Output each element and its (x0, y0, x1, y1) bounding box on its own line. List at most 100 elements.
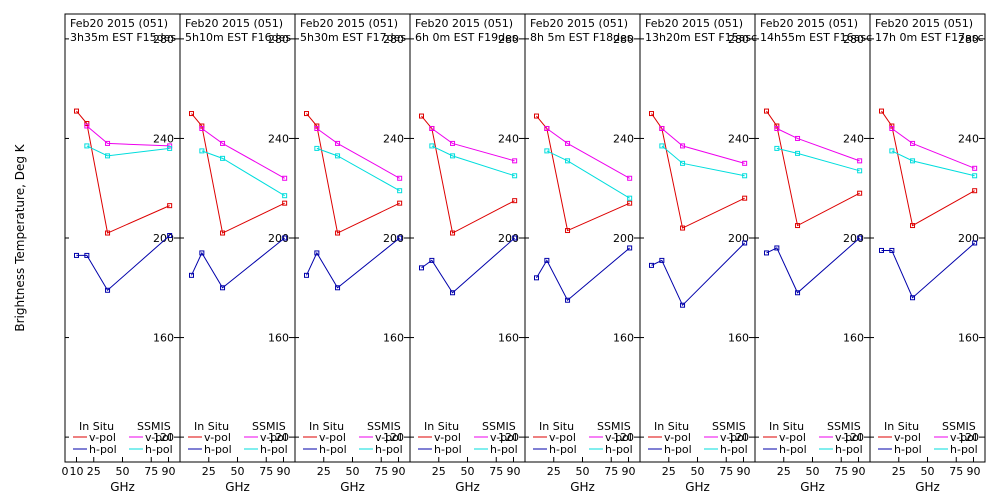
data-point-ssmis-h-pol (795, 150, 801, 156)
legend-label-insitu-h-pol: h-pol (549, 443, 577, 456)
legend-ssmis-title: SSMIS (942, 420, 976, 433)
series-line-ssmis-v-pol (201, 128, 285, 179)
series-line-insitu-h-pol (76, 235, 170, 292)
data-point-ssmis-v-pol (199, 125, 205, 131)
y-tick-label: 160 (498, 332, 519, 345)
y-tick-label: 160 (613, 332, 634, 345)
y-tick-label: 200 (153, 232, 174, 245)
data-point-insitu-h-pol (397, 235, 403, 241)
series-line-insitu-v-pol (766, 110, 860, 227)
data-point-insitu-v-pol (972, 188, 978, 194)
legend-label-ssmis-v-pol: v-pol (950, 431, 977, 444)
legend-label-ssmis-v-pol: v-pol (375, 431, 402, 444)
data-point-insitu-v-pol (857, 190, 863, 196)
data-point-insitu-h-pol (544, 257, 550, 263)
y-tick-label: 280 (383, 33, 404, 46)
y-tick-label: 160 (268, 332, 289, 345)
data-point-insitu-v-pol (105, 230, 111, 236)
data-point-ssmis-v-pol (857, 158, 863, 164)
data-point-insitu-h-pol (74, 252, 79, 258)
data-point-insitu-v-pol (167, 203, 173, 209)
panel-subtitle: 5h10m EST F16des (185, 31, 291, 44)
data-point-insitu-v-pol (649, 111, 654, 117)
data-point-insitu-h-pol (512, 235, 518, 241)
data-point-insitu-h-pol (627, 245, 633, 251)
series-line-ssmis-h-pol (891, 150, 975, 177)
y-tick-label: 200 (383, 232, 404, 245)
legend-label-insitu-v-pol: v-pol (89, 431, 116, 444)
legend-ssmis-title: SSMIS (712, 420, 746, 433)
legend-insitu-title: In Situ (309, 420, 344, 433)
y-tick-label: 120 (958, 431, 979, 444)
y-axis-label: Brightness Temperature, Deg K (13, 143, 27, 331)
series-line-ssmis-h-pol (201, 150, 285, 197)
data-point-ssmis-h-pol (774, 145, 780, 151)
data-point-insitu-v-pol (397, 200, 403, 206)
x-axis-label: GHz (110, 480, 135, 494)
x-axis-label: GHz (455, 480, 480, 494)
x-tick-label: 50 (346, 465, 360, 478)
data-point-ssmis-v-pol (335, 140, 341, 146)
series-line-ssmis-v-pol (891, 128, 975, 169)
panel-title: Feb20 2015 (051) (875, 17, 973, 30)
data-point-insitu-v-pol (742, 195, 748, 201)
x-tick-label: 25 (892, 465, 906, 478)
y-tick-label: 280 (958, 33, 979, 46)
data-point-insitu-h-pol (220, 285, 226, 291)
series-line-ssmis-h-pol (316, 147, 400, 192)
y-tick-label: 120 (613, 431, 634, 444)
y-tick-label: 160 (153, 332, 174, 345)
data-point-ssmis-h-pol (889, 148, 895, 154)
y-tick-label: 280 (268, 33, 289, 46)
legend-label-insitu-h-pol: h-pol (319, 443, 347, 456)
legend-label-insitu-v-pol: v-pol (779, 431, 806, 444)
series-line-ssmis-h-pol (431, 145, 515, 177)
data-point-insitu-v-pol (335, 230, 341, 236)
data-point-ssmis-h-pol (84, 143, 90, 149)
data-point-ssmis-v-pol (282, 175, 288, 181)
legend-label-insitu-h-pol: h-pol (894, 443, 922, 456)
series-line-ssmis-v-pol (86, 125, 170, 147)
data-point-ssmis-h-pol (972, 173, 978, 179)
series-line-insitu-v-pol (651, 113, 745, 229)
y-tick-label: 280 (613, 33, 634, 46)
x-tick-label: 75 (834, 465, 848, 478)
panel-title: Feb20 2015 (051) (70, 17, 168, 30)
x-tick-label: 90 (622, 465, 636, 478)
x-axis-label: GHz (800, 480, 825, 494)
legend-insitu-title: In Situ (194, 420, 229, 433)
y-tick-label: 120 (153, 431, 174, 444)
legend-label-ssmis-v-pol: v-pol (260, 431, 287, 444)
x-axis-label: GHz (340, 480, 365, 494)
data-point-insitu-v-pol (419, 113, 424, 119)
data-point-insitu-v-pol (534, 113, 539, 119)
x-tick-label: 50 (921, 465, 935, 478)
data-point-insitu-h-pol (419, 265, 424, 271)
legend-label-insitu-v-pol: v-pol (664, 431, 691, 444)
series-line-insitu-h-pol (191, 237, 285, 289)
x-tick-label: 75 (259, 465, 273, 478)
x-tick-label: 75 (144, 465, 158, 478)
x-tick-label: 25 (547, 465, 561, 478)
legend-label-ssmis-v-pol: v-pol (720, 431, 747, 444)
series-line-ssmis-v-pol (431, 128, 515, 162)
panel-title: Feb20 2015 (051) (300, 17, 398, 30)
data-point-ssmis-h-pol (512, 173, 518, 179)
series-line-ssmis-h-pol (661, 145, 745, 177)
data-point-ssmis-h-pol (397, 188, 403, 194)
panel-title: Feb20 2015 (051) (530, 17, 628, 30)
series-line-insitu-v-pol (536, 115, 630, 232)
data-point-ssmis-h-pol (105, 153, 111, 159)
data-point-ssmis-v-pol (220, 140, 226, 146)
data-point-insitu-v-pol (74, 108, 79, 114)
legend-ssmis-title: SSMIS (827, 420, 861, 433)
data-point-ssmis-h-pol (544, 148, 550, 154)
data-point-ssmis-h-pol (565, 158, 571, 164)
legend-label-ssmis-v-pol: v-pol (605, 431, 632, 444)
series-line-ssmis-h-pol (86, 145, 170, 157)
legend-ssmis-title: SSMIS (367, 420, 401, 433)
x-tick-label: 90 (852, 465, 866, 478)
data-point-ssmis-v-pol (680, 143, 686, 149)
x-tick-label: 25 (777, 465, 791, 478)
